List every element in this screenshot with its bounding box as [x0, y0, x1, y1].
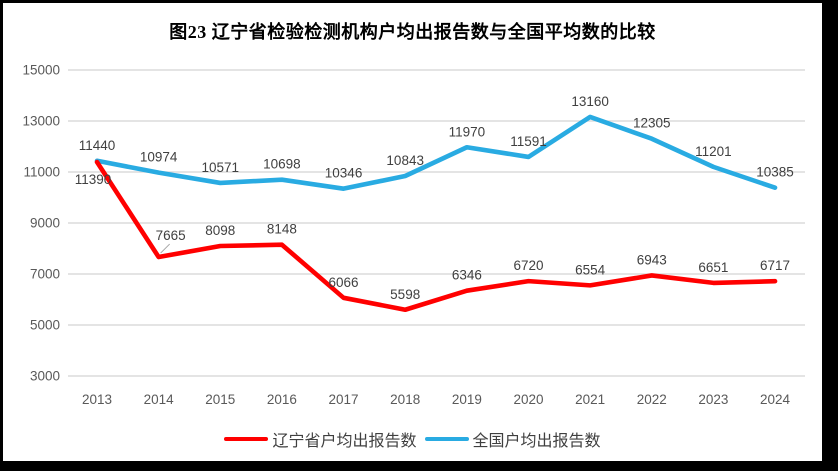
legend-label-liaoning: 辽宁省户均出报告数: [272, 433, 417, 450]
data-label: 6651: [698, 260, 728, 275]
y-tick-label: 3000: [30, 369, 60, 384]
legend-line-red: [224, 436, 269, 442]
label-leader-line: [160, 243, 170, 254]
legend-item-liaoning: 辽宁省户均出报告数: [224, 427, 417, 451]
chart-title: 图23 辽宁省检验检测机构户均出报告数与全国平均数的比较: [169, 22, 656, 42]
data-label: 10974: [140, 150, 178, 165]
x-tick-label: 2021: [575, 392, 605, 407]
y-tick-label: 13000: [22, 114, 60, 129]
data-label: 12305: [633, 116, 671, 131]
data-label: 6066: [329, 275, 359, 290]
x-tick-label: 2019: [452, 392, 482, 407]
data-label: 8098: [205, 223, 235, 238]
data-label: 5598: [390, 287, 420, 302]
data-label: 6346: [452, 268, 482, 283]
x-tick-label: 2020: [513, 392, 543, 407]
legend-label-national: 全国户均出报告数: [472, 433, 601, 450]
x-tick-label: 2018: [390, 392, 420, 407]
data-label: 10698: [263, 157, 301, 172]
legend-line-blue: [424, 436, 469, 442]
data-label: 11440: [79, 138, 116, 153]
data-label: 11970: [449, 124, 486, 139]
data-label: 11390: [75, 172, 112, 187]
data-label: 6943: [637, 252, 667, 267]
data-label: 11591: [510, 134, 547, 149]
line-chart: 15000 13000 11000 9000 7000 5000 3000 2013 2014 2…: [22, 63, 805, 407]
data-label: 10571: [202, 160, 240, 175]
series-line: [94, 114, 778, 191]
legend-item-national: 全国户均出报告数: [424, 427, 601, 451]
data-label: 10843: [386, 153, 424, 168]
data-label: 6717: [760, 258, 790, 273]
data-label: 10346: [325, 166, 363, 181]
data-label: 13160: [571, 94, 609, 109]
chart-canvas: 图23 辽宁省检验检测机构户均出报告数与全国平均数的比较 15000 13000 1…: [3, 3, 822, 461]
x-tick-label: 2015: [205, 392, 235, 407]
y-tick-label: 5000: [30, 318, 60, 333]
data-label: 10385: [756, 165, 794, 180]
series-line: [94, 159, 778, 313]
y-tick-label: 11000: [23, 165, 60, 180]
x-tick-label: 2022: [637, 392, 667, 407]
data-label: 6554: [575, 262, 606, 277]
x-tick-label: 2017: [329, 392, 359, 407]
y-tick-label: 15000: [22, 63, 60, 78]
y-tick-label: 7000: [30, 267, 60, 282]
data-label: 6720: [513, 258, 543, 273]
legend: 辽宁省户均出报告数 全国户均出报告数: [3, 427, 822, 451]
y-tick-label: 9000: [30, 216, 60, 231]
x-tick-label: 2014: [144, 392, 175, 407]
x-tick-label: 2016: [267, 392, 297, 407]
x-tick-label: 2024: [760, 392, 791, 407]
x-tick-label: 2013: [82, 392, 112, 407]
x-tick-label: 2023: [698, 392, 728, 407]
data-label: 8148: [267, 222, 297, 237]
data-label: 11201: [695, 144, 732, 159]
data-label: 7665: [156, 228, 186, 243]
